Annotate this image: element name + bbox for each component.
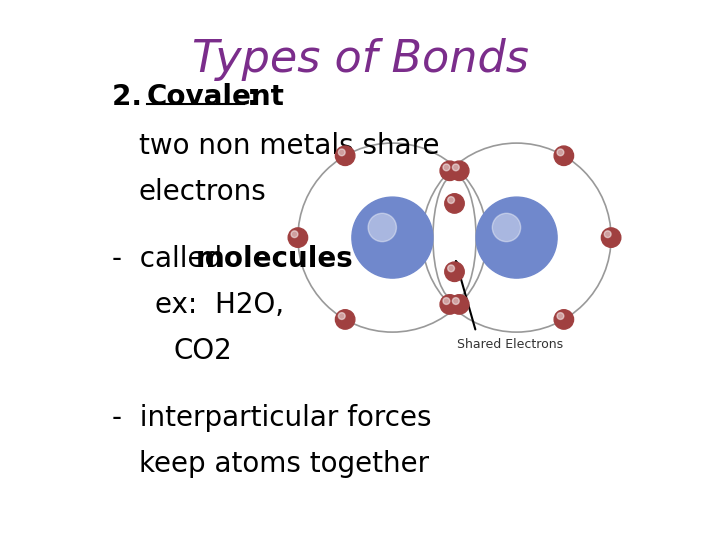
Text: two non metals share: two non metals share (138, 132, 439, 160)
Circle shape (336, 146, 355, 165)
Circle shape (452, 164, 459, 171)
Circle shape (476, 197, 557, 278)
Circle shape (440, 161, 459, 180)
Text: -  called: - called (112, 245, 230, 273)
Circle shape (604, 231, 611, 238)
Circle shape (336, 310, 355, 329)
Circle shape (492, 213, 521, 241)
Text: :: : (246, 83, 258, 111)
Circle shape (601, 228, 621, 247)
Circle shape (449, 295, 469, 314)
Circle shape (557, 149, 564, 156)
Circle shape (557, 313, 564, 320)
Circle shape (440, 295, 459, 314)
Circle shape (288, 228, 307, 247)
Text: molecules: molecules (195, 245, 353, 273)
Circle shape (338, 149, 345, 156)
Circle shape (449, 161, 469, 180)
Circle shape (291, 231, 298, 238)
Text: Shared Electrons: Shared Electrons (457, 338, 563, 350)
Text: Types of Bonds: Types of Bonds (192, 38, 528, 81)
Text: Covalent: Covalent (147, 83, 284, 111)
Circle shape (443, 298, 450, 305)
Text: 2.: 2. (112, 83, 161, 111)
Circle shape (445, 262, 464, 281)
Circle shape (445, 194, 464, 213)
Circle shape (448, 197, 454, 204)
Text: ex:  H2O,: ex: H2O, (155, 291, 284, 319)
Text: keep atoms together: keep atoms together (138, 450, 428, 478)
Circle shape (443, 164, 450, 171)
Circle shape (448, 265, 454, 272)
Circle shape (368, 213, 397, 241)
Text: electrons: electrons (138, 178, 266, 206)
Circle shape (554, 146, 574, 165)
Text: -  interparticular forces: - interparticular forces (112, 404, 431, 433)
Circle shape (338, 313, 345, 320)
Circle shape (452, 298, 459, 305)
Text: CO2: CO2 (174, 337, 233, 365)
Circle shape (352, 197, 433, 278)
Circle shape (554, 310, 574, 329)
